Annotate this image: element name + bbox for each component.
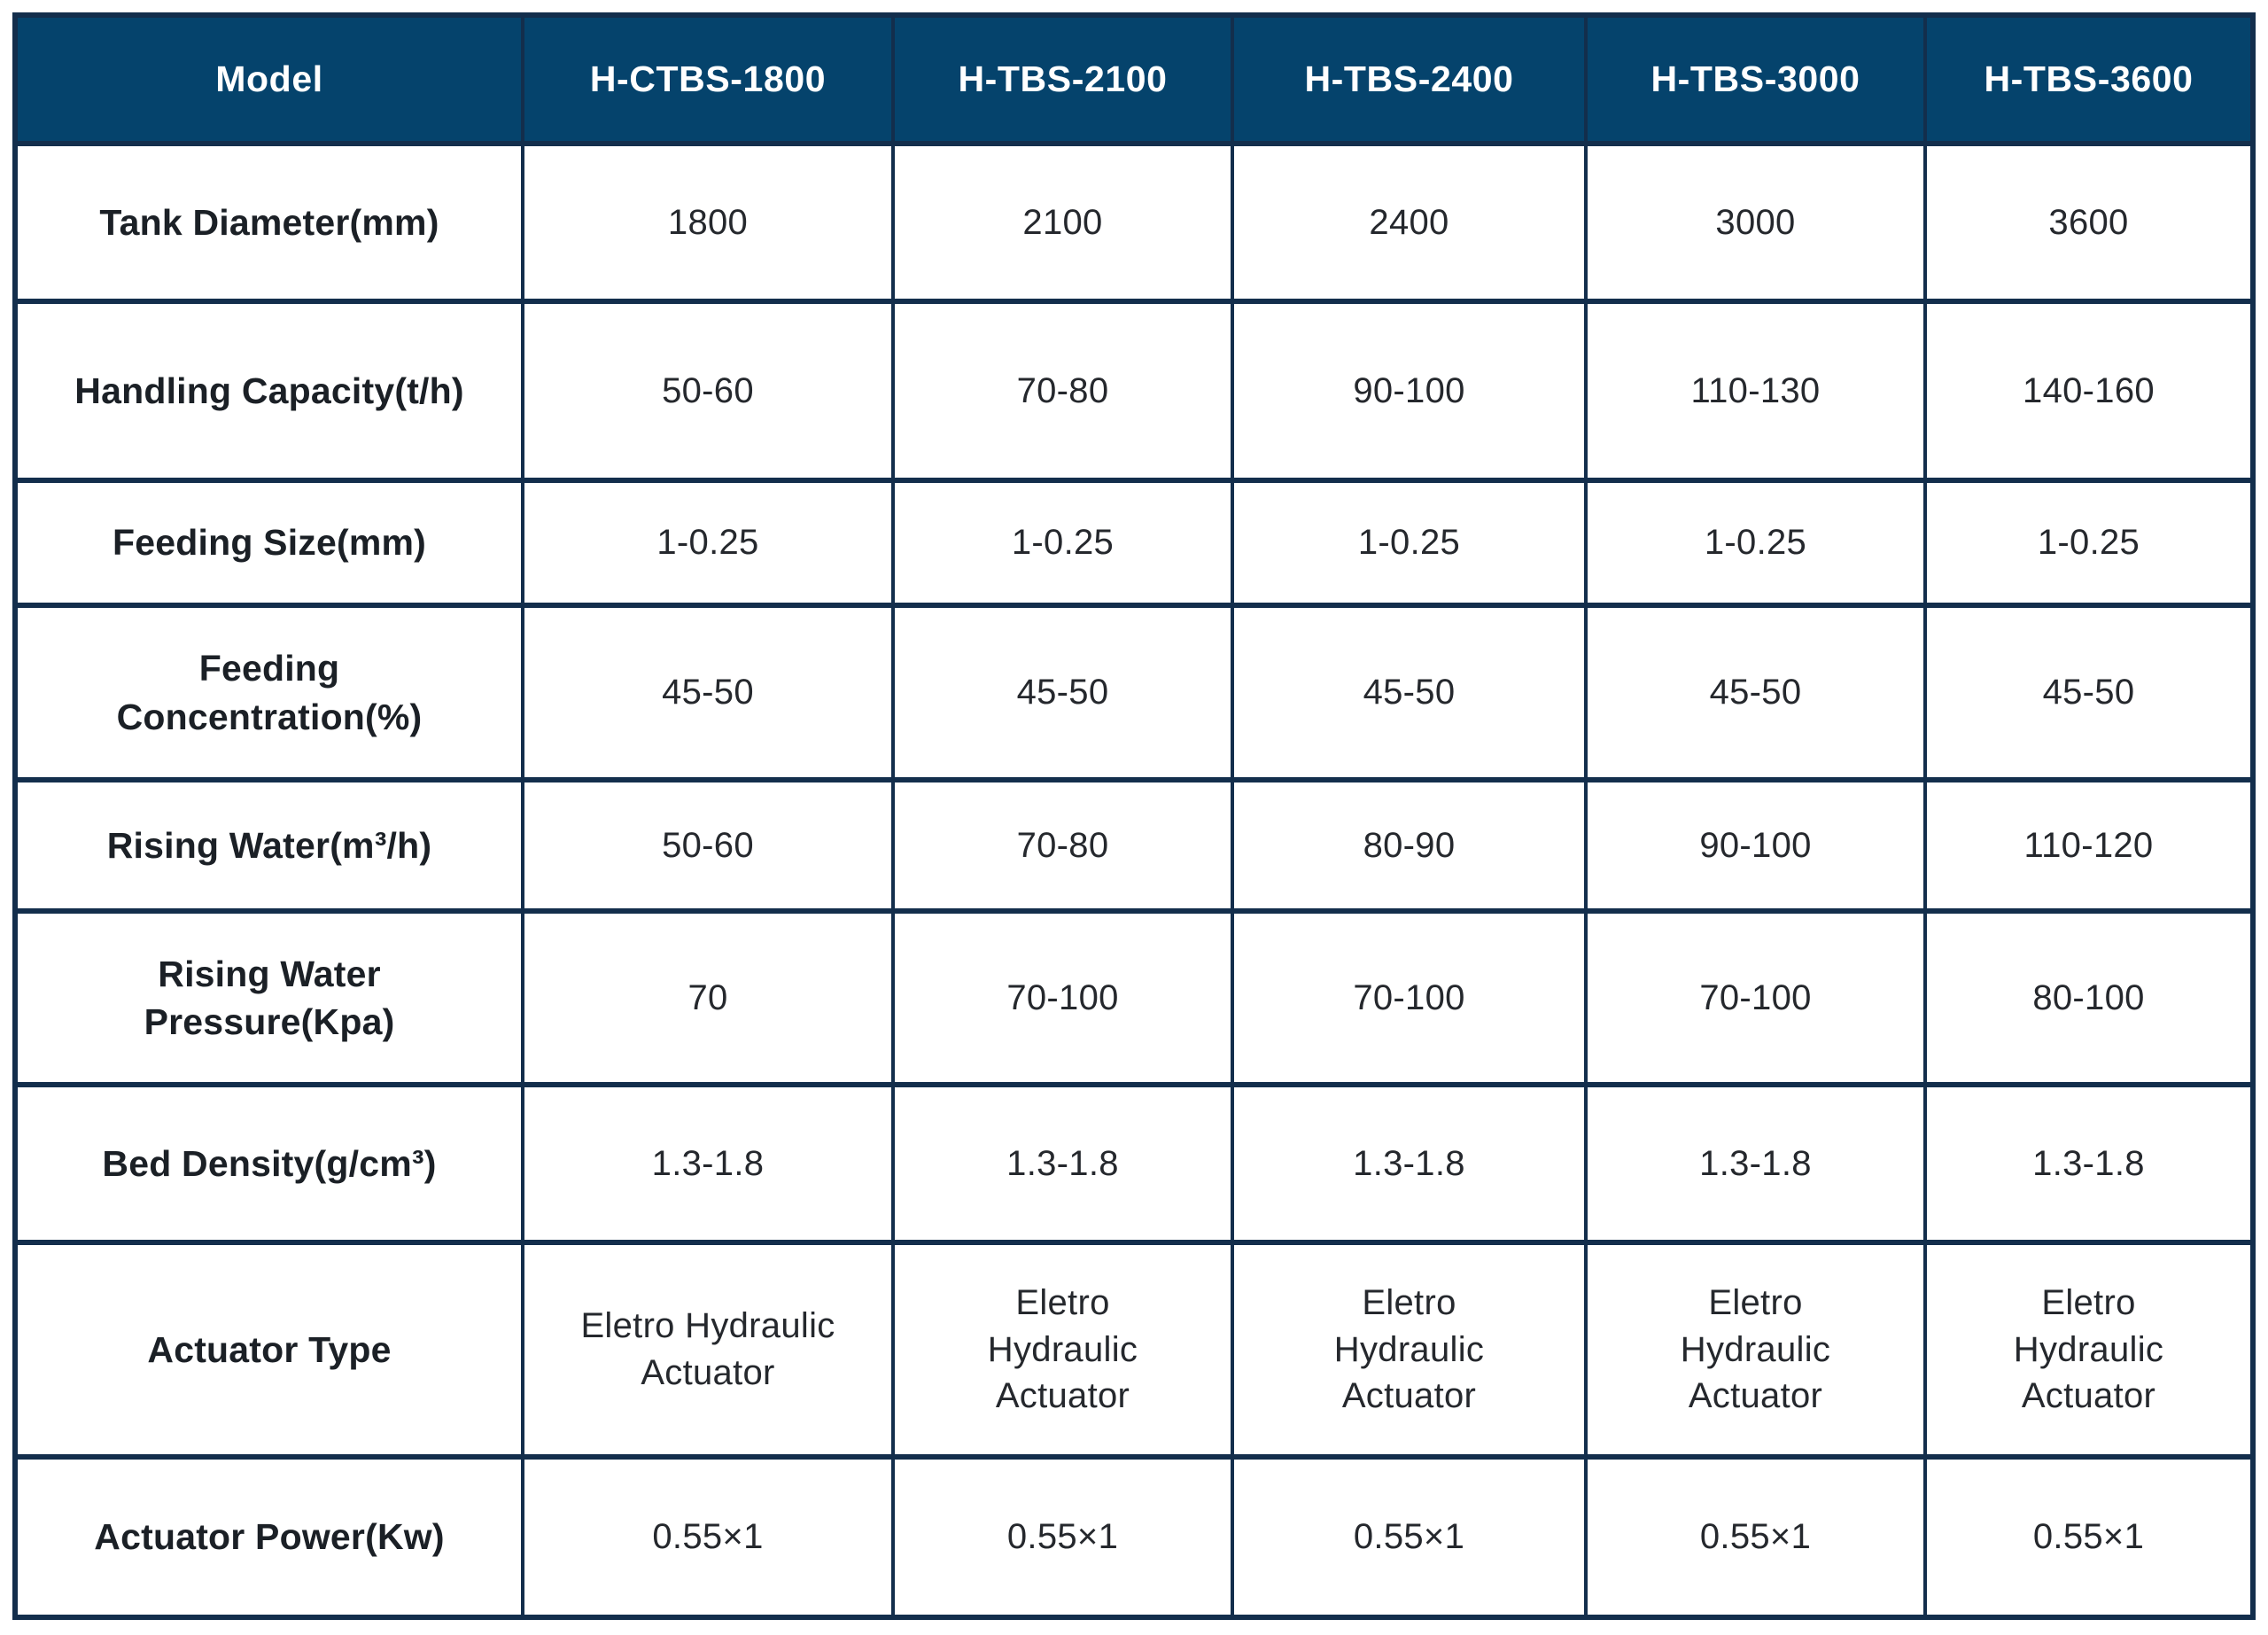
- header-label: H-CTBS-1800: [589, 58, 827, 100]
- spec-value-cell: 50-60: [524, 304, 891, 478]
- spec-value-cell: 1.3-1.8: [524, 1087, 891, 1240]
- row-label-tank-diameter: Tank Diameter(mm): [18, 146, 521, 299]
- header-cell-model: Model: [18, 18, 521, 141]
- spec-value-cell: 0.55×1: [895, 1460, 1231, 1615]
- spec-value-cell: 70-100: [895, 914, 1231, 1082]
- row-label-actuator-power: Actuator Power(Kw): [18, 1460, 521, 1615]
- row-label-rising-water-pressure: Rising Water Pressure(Kpa): [18, 914, 521, 1082]
- spec-value-cell: 90-100: [1588, 782, 1923, 908]
- spec-value-cell: Eletro Hydraulic Actuator: [1927, 1245, 2250, 1454]
- spec-value-cell: 1800: [524, 146, 891, 299]
- spec-value-cell: 140-160: [1927, 304, 2250, 478]
- row-label-rising-water: Rising Water(m³/h): [18, 782, 521, 908]
- header-cell-h-tbs-2100: H-TBS-2100: [895, 18, 1231, 141]
- row-label-feeding-size: Feeding Size(mm): [18, 483, 521, 603]
- spec-value-cell: 1-0.25: [1927, 483, 2250, 603]
- spec-value-cell: 70-100: [1588, 914, 1923, 1082]
- spec-value-cell: 0.55×1: [1927, 1460, 2250, 1615]
- row-label-actuator-type: Actuator Type: [18, 1245, 521, 1454]
- header-label: H-TBS-2100: [958, 58, 1168, 100]
- spec-value-cell: 90-100: [1234, 304, 1584, 478]
- spec-value-cell: 110-130: [1588, 304, 1923, 478]
- header-label: H-TBS-3600: [1984, 58, 2194, 100]
- spec-value-cell: 110-120: [1927, 782, 2250, 908]
- row-label-bed-density: Bed Density(g/cm³): [18, 1087, 521, 1240]
- spec-value-cell: 2400: [1234, 146, 1584, 299]
- header-cell-h-tbs-3600: H-TBS-3600: [1927, 18, 2250, 141]
- header-label: H-TBS-3000: [1651, 58, 1860, 100]
- spec-value-cell: 80-100: [1927, 914, 2250, 1082]
- spec-value-cell: 1-0.25: [1588, 483, 1923, 603]
- spec-value-cell: 70-80: [895, 782, 1231, 908]
- spec-value-cell: Eletro Hydraulic Actuator: [1234, 1245, 1584, 1454]
- spec-value-cell: 0.55×1: [524, 1460, 891, 1615]
- spec-value-cell: 3600: [1927, 146, 2250, 299]
- header-label: Model: [215, 58, 323, 100]
- spec-value-cell: 0.55×1: [1588, 1460, 1923, 1615]
- spec-value-cell: 80-90: [1234, 782, 1584, 908]
- spec-value-cell: 70: [524, 914, 891, 1082]
- spec-value-cell: Eletro Hydraulic Actuator: [524, 1245, 891, 1454]
- header-cell-h-tbs-2400: H-TBS-2400: [1234, 18, 1584, 141]
- spec-value-cell: 0.55×1: [1234, 1460, 1584, 1615]
- spec-value-cell: Eletro Hydraulic Actuator: [1588, 1245, 1923, 1454]
- spec-value-cell: 45-50: [1588, 608, 1923, 777]
- header-cell-h-ctbs-1800: H-CTBS-1800: [524, 18, 891, 141]
- spec-value-cell: Eletro Hydraulic Actuator: [895, 1245, 1231, 1454]
- spec-value-cell: 1-0.25: [524, 483, 891, 603]
- header-cell-h-tbs-3000: H-TBS-3000: [1588, 18, 1923, 141]
- spec-value-cell: 1.3-1.8: [1927, 1087, 2250, 1240]
- spec-value-cell: 45-50: [895, 608, 1231, 777]
- spec-value-cell: 70-80: [895, 304, 1231, 478]
- spec-value-cell: 1.3-1.8: [1234, 1087, 1584, 1240]
- row-label-feeding-concentration: Feeding Concentration(%): [18, 608, 521, 777]
- spec-value-cell: 1.3-1.8: [895, 1087, 1231, 1240]
- spec-value-cell: 2100: [895, 146, 1231, 299]
- header-label: H-TBS-2400: [1304, 58, 1514, 100]
- spec-value-cell: 70-100: [1234, 914, 1584, 1082]
- spec-value-cell: 1-0.25: [1234, 483, 1584, 603]
- spec-value-cell: 1.3-1.8: [1588, 1087, 1923, 1240]
- spec-value-cell: 45-50: [1234, 608, 1584, 777]
- spec-value-cell: 45-50: [1927, 608, 2250, 777]
- row-label-handling-capacity: Handling Capacity(t/h): [18, 304, 521, 478]
- spec-value-cell: 50-60: [524, 782, 891, 908]
- specification-table: Model H-CTBS-1800 H-TBS-2100 H-TBS-2400 …: [12, 12, 2256, 1620]
- spec-value-cell: 45-50: [524, 608, 891, 777]
- spec-value-cell: 1-0.25: [895, 483, 1231, 603]
- spec-value-cell: 3000: [1588, 146, 1923, 299]
